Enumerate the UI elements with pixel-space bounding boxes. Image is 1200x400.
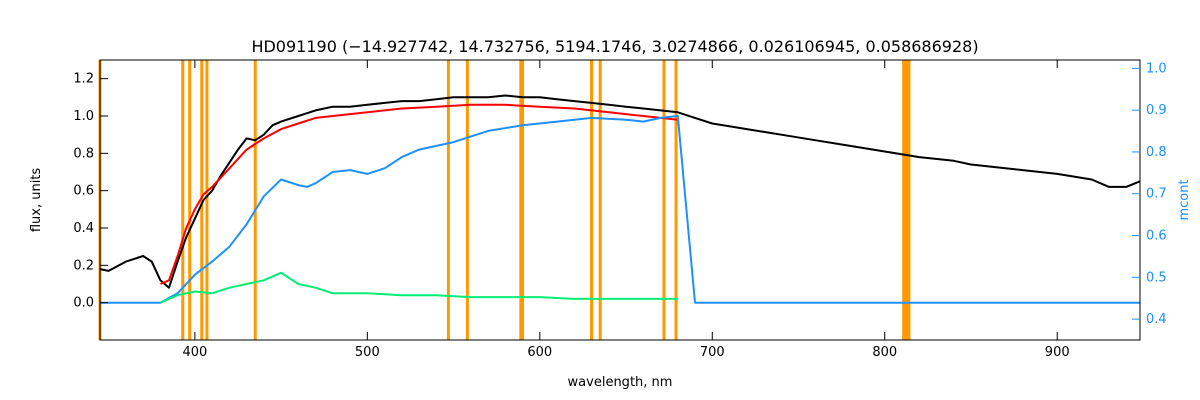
x-tick-label: 400 — [182, 345, 207, 360]
x-tick-label: 900 — [1045, 345, 1070, 360]
y-tick-label: 0.4 — [73, 221, 94, 236]
y-tick-label: 0.6 — [73, 184, 94, 199]
y-axis-label: flux, units — [29, 168, 44, 233]
chart-title: HD091190 (−14.927742, 14.732756, 5194.17… — [251, 37, 978, 56]
y2-tick-label: 0.9 — [1146, 103, 1167, 118]
y2-tick-label: 0.7 — [1146, 187, 1167, 202]
x-tick-label: 800 — [872, 345, 897, 360]
y2-tick-label: 0.8 — [1146, 145, 1167, 160]
series-line-1 — [160, 103, 678, 285]
y2-axis: 0.4 0.5 0.6 0.7 0.8 0.9 1.0 — [1132, 61, 1167, 327]
plot-frame — [99, 59, 1141, 341]
y2-tick-label: 1.0 — [1146, 61, 1167, 76]
y-tick-label: 1.2 — [73, 72, 94, 87]
y-tick-label: 1.0 — [73, 109, 94, 124]
y-tick-label: 0.0 — [73, 296, 94, 311]
x-tick-label: 600 — [527, 345, 552, 360]
x-tick-label: 700 — [700, 345, 725, 360]
y-tick-label: 0.2 — [73, 258, 94, 273]
x-axis: 400 500 600 700 800 900 — [182, 60, 1070, 360]
y2-axis-label: mcont — [1177, 179, 1192, 220]
series-line-2 — [100, 115, 1140, 304]
series-line-0 — [99, 94, 1141, 289]
y2-tick-label: 0.6 — [1146, 229, 1167, 244]
y2-tick-label: 0.5 — [1146, 270, 1167, 285]
reference-lines — [98, 60, 911, 340]
x-axis-label: wavelength, nm — [568, 375, 673, 390]
y2-tick-label: 0.4 — [1146, 312, 1167, 327]
data-series — [99, 94, 1141, 304]
x-tick-label: 500 — [355, 345, 380, 360]
y-axis: 0.0 0.2 0.4 0.6 0.8 1.0 1.2 — [73, 72, 108, 311]
series-line-3 — [160, 271, 678, 304]
y-tick-label: 0.8 — [73, 146, 94, 161]
